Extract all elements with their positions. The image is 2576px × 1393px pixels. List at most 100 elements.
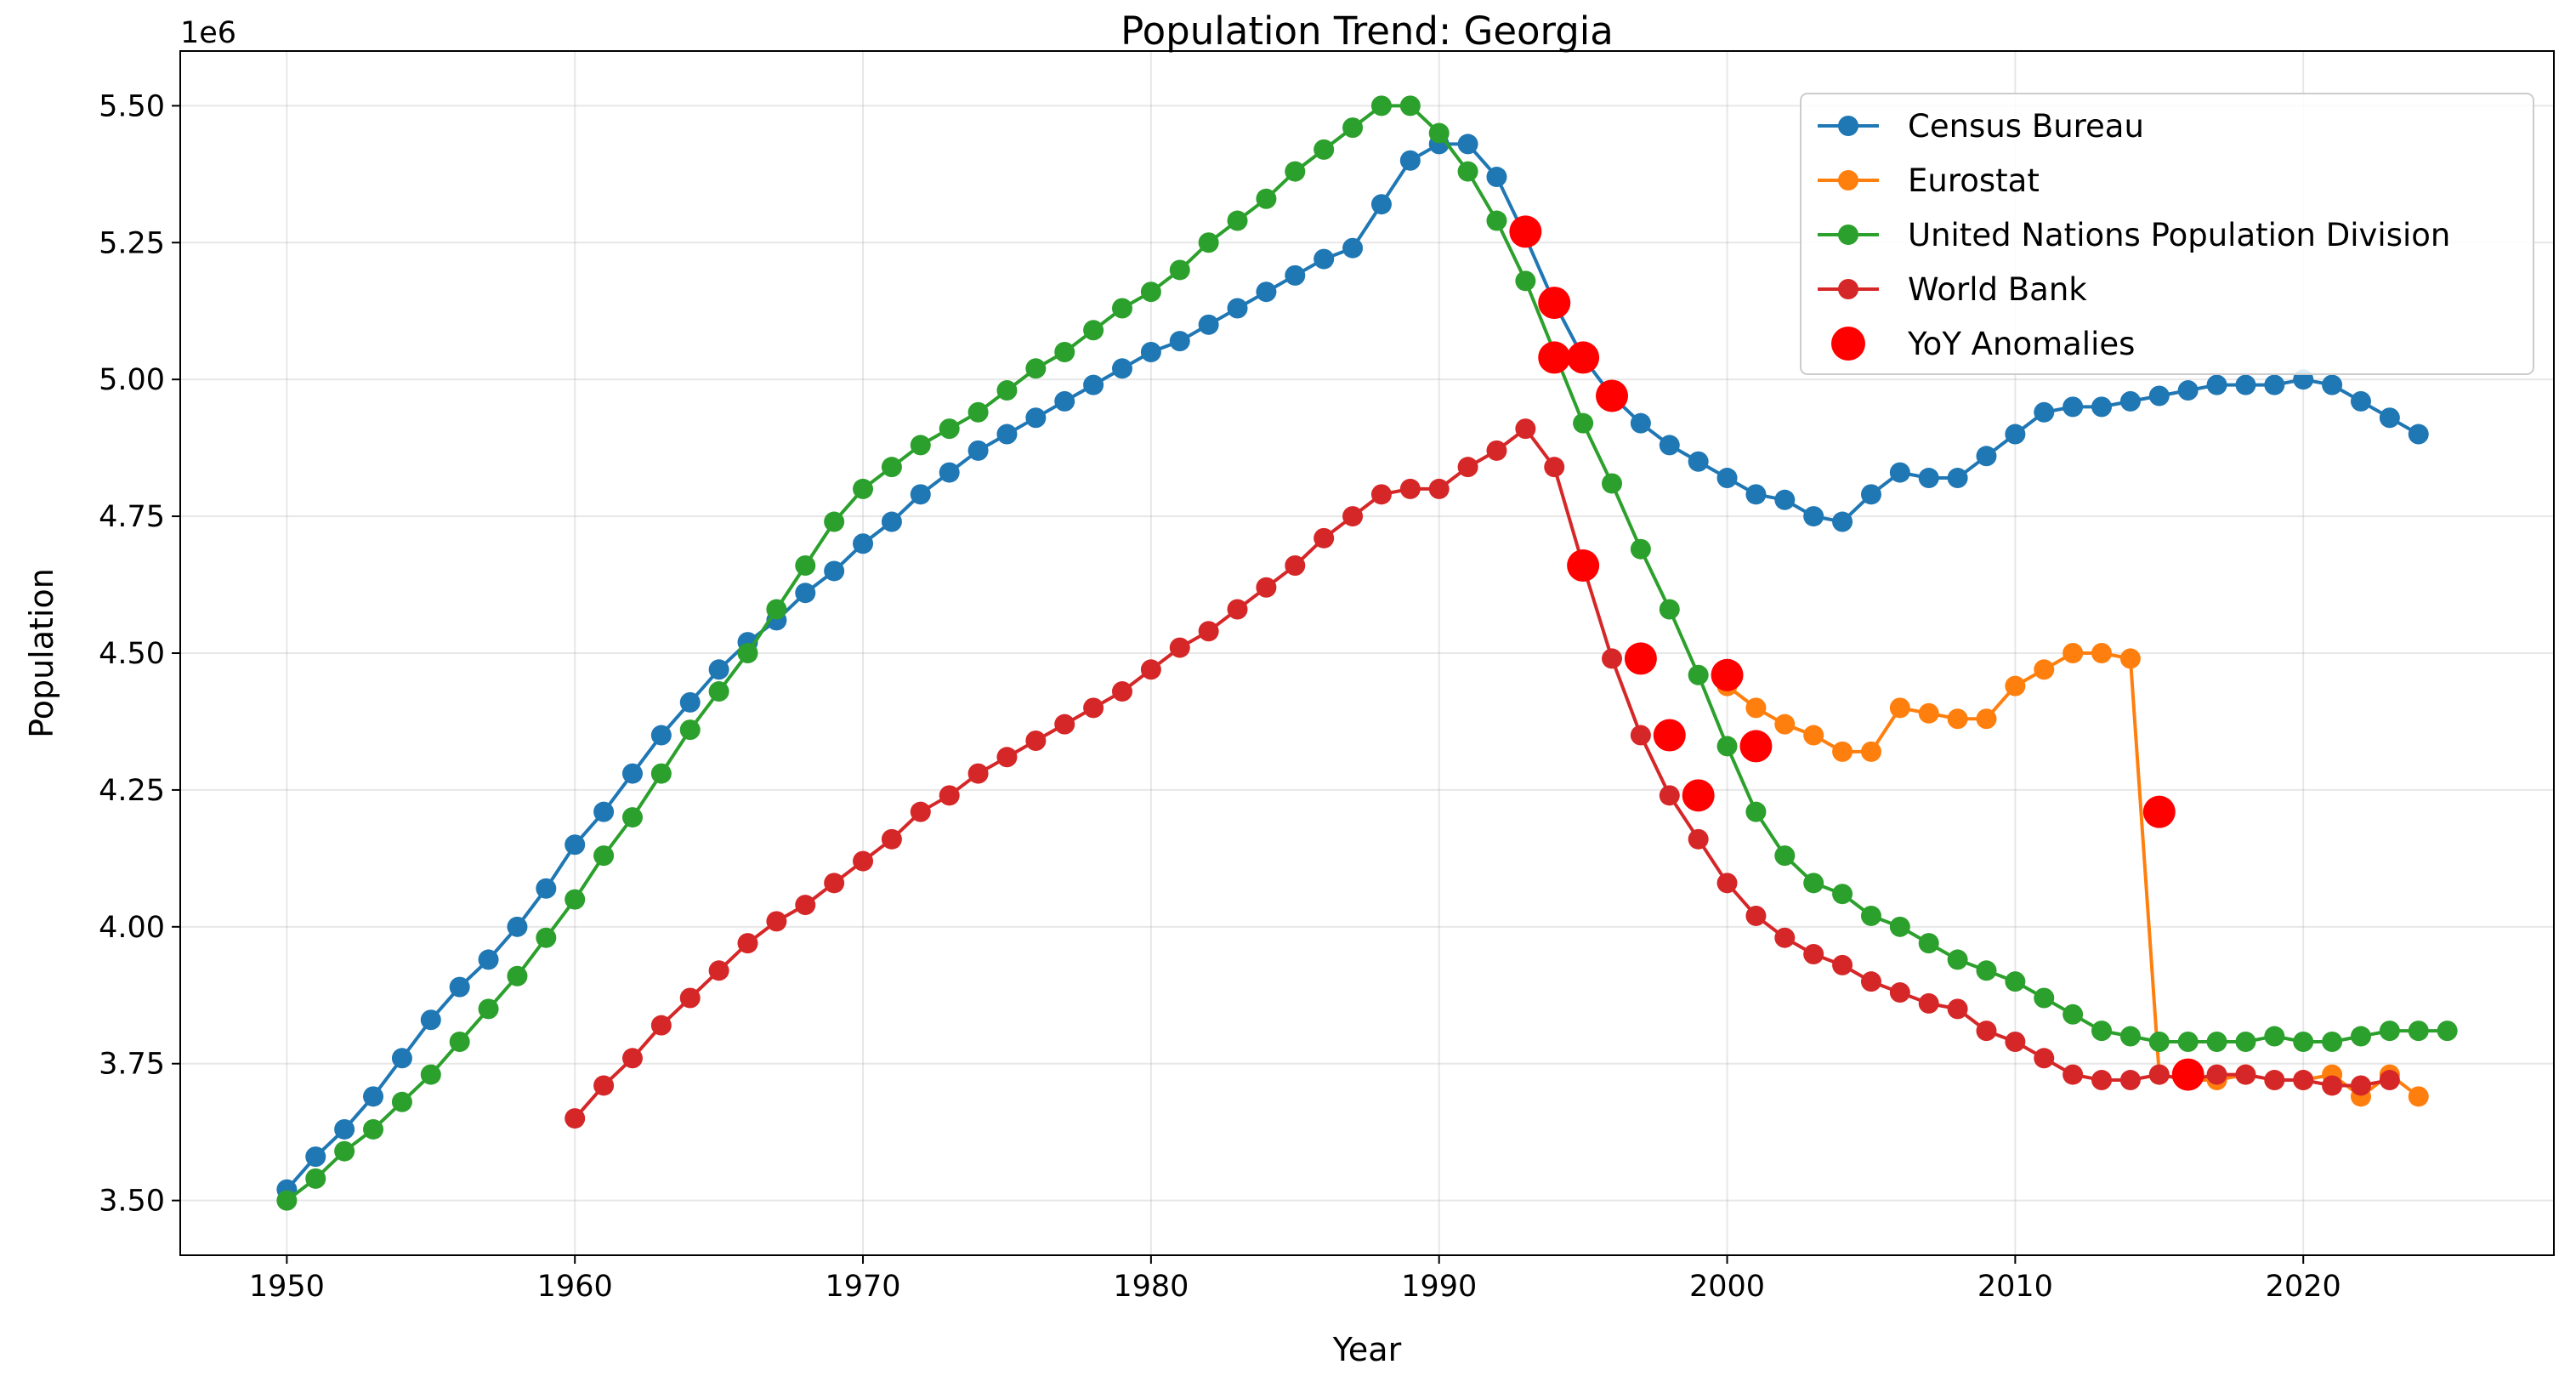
series-point bbox=[2264, 374, 2285, 395]
series-point bbox=[2350, 1075, 2371, 1096]
legend-marker bbox=[1838, 279, 1858, 299]
series-point bbox=[2091, 1021, 2113, 1042]
series-point bbox=[1630, 725, 1651, 746]
legend: Census Bureau Eurostat United Nations Popu… bbox=[1800, 93, 2534, 375]
series-point bbox=[1947, 949, 1968, 970]
series-point bbox=[1314, 248, 1335, 270]
legend-label: United Nations Population Division bbox=[1908, 217, 2450, 253]
series-point bbox=[708, 659, 729, 680]
series-point bbox=[1486, 440, 1507, 461]
chart-title: Population Trend: Georgia bbox=[1121, 9, 1614, 54]
series-point bbox=[2034, 987, 2055, 1009]
series-point bbox=[1889, 462, 1910, 483]
series-point bbox=[967, 401, 989, 423]
series-point bbox=[881, 511, 902, 532]
series-point bbox=[1832, 884, 1853, 905]
series-point bbox=[1688, 664, 1709, 685]
series-point bbox=[1198, 232, 1219, 253]
series-point bbox=[1457, 161, 1478, 182]
series-point bbox=[1140, 659, 1161, 680]
series-point bbox=[1314, 139, 1335, 160]
series-2 bbox=[276, 95, 2458, 1211]
series-point bbox=[1285, 555, 1306, 577]
series-point bbox=[853, 850, 874, 872]
series-point bbox=[2034, 1048, 2055, 1069]
series-point bbox=[1314, 527, 1335, 549]
series-point bbox=[1716, 736, 1738, 757]
series-point bbox=[1399, 150, 1421, 171]
series-point bbox=[1111, 358, 1132, 379]
x-tick-label: 2020 bbox=[2266, 1270, 2341, 1304]
series-point bbox=[708, 960, 729, 981]
series-point bbox=[1688, 828, 1709, 850]
series-point bbox=[1169, 637, 1190, 658]
series-point bbox=[1889, 982, 1910, 1004]
y-axis-label: Population bbox=[23, 568, 60, 738]
x-tick-label: 2000 bbox=[1689, 1270, 1765, 1304]
series-0 bbox=[276, 134, 2429, 1200]
series-point bbox=[939, 418, 960, 440]
series-point bbox=[679, 719, 701, 741]
series-point bbox=[1457, 134, 1478, 155]
series-point bbox=[650, 725, 672, 746]
series-point bbox=[2034, 401, 2055, 423]
x-tick-label: 1990 bbox=[1401, 1270, 1477, 1304]
series-point bbox=[2148, 385, 2170, 407]
series-point bbox=[449, 1031, 470, 1052]
series-point bbox=[2235, 374, 2256, 395]
series-point bbox=[305, 1168, 326, 1189]
series-point bbox=[1774, 714, 1796, 735]
series-point bbox=[1803, 873, 1824, 894]
series-point bbox=[565, 889, 586, 910]
series-point bbox=[1659, 599, 1680, 620]
series-point bbox=[2322, 374, 2343, 395]
series-point bbox=[650, 1015, 672, 1036]
y-tick-label: 4.75 bbox=[99, 500, 165, 534]
series-point bbox=[2119, 648, 2141, 669]
series-point bbox=[1745, 697, 1767, 719]
series-point bbox=[1659, 435, 1680, 456]
series-point bbox=[2005, 1031, 2026, 1052]
series-point bbox=[1054, 342, 1075, 362]
series-point bbox=[1976, 446, 1997, 467]
series-point bbox=[2206, 374, 2227, 395]
series-point bbox=[910, 484, 931, 505]
series-point bbox=[1918, 702, 1939, 724]
anomaly-point bbox=[1682, 779, 1715, 812]
series-point bbox=[1889, 916, 1910, 937]
series-point bbox=[2119, 1026, 2141, 1047]
anomaly-point bbox=[1509, 215, 1542, 248]
series-point bbox=[305, 1146, 326, 1168]
series-point bbox=[881, 457, 902, 478]
anomaly-point bbox=[1596, 379, 1629, 412]
series-point bbox=[1025, 358, 1047, 379]
series-point bbox=[1544, 457, 1565, 478]
series-point bbox=[1169, 259, 1190, 281]
series-point bbox=[507, 916, 528, 937]
series-point bbox=[391, 1091, 412, 1112]
series-point bbox=[449, 976, 470, 998]
series-4 bbox=[1509, 215, 2204, 1091]
series-point bbox=[478, 949, 499, 970]
x-axis-label: Year bbox=[1332, 1331, 1402, 1368]
series-point bbox=[391, 1048, 412, 1069]
anomaly-point bbox=[2142, 795, 2176, 828]
series-point bbox=[1342, 237, 1364, 259]
series-point bbox=[621, 807, 643, 828]
series-point bbox=[2091, 1070, 2113, 1091]
series-point bbox=[1947, 708, 1968, 730]
series-point bbox=[2350, 390, 2371, 412]
series-point bbox=[1428, 478, 1450, 499]
series-point bbox=[1860, 971, 1881, 992]
series-point bbox=[2264, 1070, 2285, 1091]
series-point bbox=[1083, 374, 1104, 395]
series-point bbox=[967, 763, 989, 784]
series-point bbox=[2148, 1031, 2170, 1052]
series-point bbox=[1716, 468, 1738, 489]
series-point bbox=[2177, 1031, 2199, 1052]
series-point bbox=[1370, 484, 1392, 505]
series-point bbox=[1083, 320, 1104, 341]
x-tick-label: 1980 bbox=[1113, 1270, 1189, 1304]
series-point bbox=[1774, 845, 1796, 867]
